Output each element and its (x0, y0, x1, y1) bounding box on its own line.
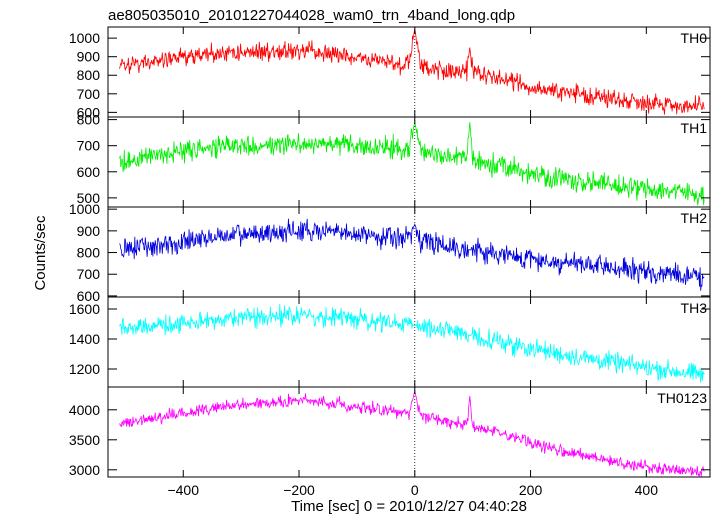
panel-frame (107, 206, 711, 298)
series-line-th3 (119, 303, 705, 383)
panels: 600 700 800 900 1000 TH0 500 600 700 800 TH1 600 700… (69, 26, 711, 498)
panel-label: TH1 (681, 120, 708, 136)
series-line-th0 (119, 28, 705, 115)
y-tick-label: 1000 (69, 30, 100, 46)
y-tick-label: 700 (77, 138, 101, 154)
y-tick-label: 700 (77, 266, 101, 282)
x-tick-label: 200 (519, 482, 543, 498)
y-tick-label: 600 (77, 104, 101, 120)
y-tick-label: 3000 (69, 462, 100, 478)
panel-th2: 600 700 800 900 1000 TH2 (69, 201, 711, 304)
y-tick-label: 800 (77, 245, 101, 261)
y-tick-label: 1600 (69, 301, 100, 317)
y-tick-label: 4000 (69, 402, 100, 418)
x-tick-label: 400 (635, 482, 659, 498)
panel-label: TH2 (681, 210, 708, 226)
series-line-th1 (119, 122, 705, 206)
y-tick-label: 1400 (69, 331, 100, 347)
y-tick-label: 500 (77, 190, 101, 206)
x-tick-label: −200 (283, 482, 315, 498)
x-axis-label: Time [sec] 0 = 2010/12/27 04:40:28 (291, 498, 527, 515)
y-tick-label: 800 (77, 112, 101, 128)
y-tick-label: 1200 (69, 361, 100, 377)
y-tick-label: 900 (77, 223, 101, 239)
panel-label: TH3 (681, 300, 708, 316)
y-tick-label: 3500 (69, 432, 100, 448)
panel-th1: 500 600 700 800 TH1 (77, 112, 711, 208)
y-tick-label: 600 (77, 288, 101, 304)
panel-label: TH0123 (657, 390, 707, 406)
y-axis-label: Counts/sec (32, 215, 49, 291)
panel-frame (107, 386, 711, 478)
y-tick-label: 700 (77, 86, 101, 102)
series-line-th0123 (119, 389, 705, 477)
y-tick-label: 1000 (69, 201, 100, 217)
panel-frame (107, 116, 711, 208)
x-tick-label: −400 (167, 482, 199, 498)
panel-frame (107, 296, 711, 388)
panel-th0: 600 700 800 900 1000 TH0 (69, 26, 711, 120)
x-tick-label: 0 (411, 482, 419, 498)
chart-title: ae805035010_20101227044028_wam0_trn_4ban… (108, 7, 515, 24)
panel-th0123: 3000 3500 4000 TH0123 (69, 386, 711, 478)
panel-label: TH0 (681, 30, 708, 46)
series-line-th2 (119, 218, 705, 291)
y-tick-label: 900 (77, 49, 101, 65)
y-tick-label: 800 (77, 67, 101, 83)
x-tick-labels: −400 −200 0 200 400 (167, 482, 658, 498)
panel-th3: 1200 1400 1600 TH3 (69, 296, 711, 388)
y-tick-label: 600 (77, 164, 101, 180)
